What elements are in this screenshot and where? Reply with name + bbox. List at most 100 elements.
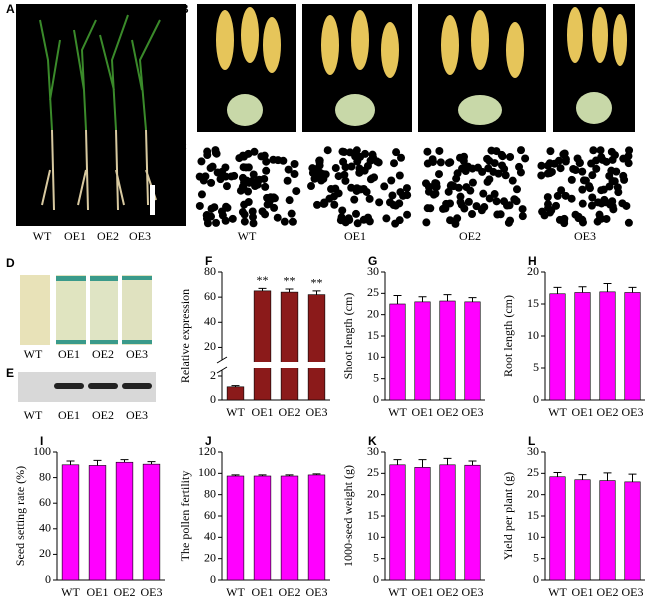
pollen-grain — [544, 203, 553, 212]
pollen-grain — [472, 202, 481, 211]
seedlings — [39, 14, 161, 131]
sample-label: WT — [24, 408, 43, 422]
pollen-grain — [331, 164, 340, 173]
pollen-grain — [392, 148, 401, 157]
pollen-grain — [353, 219, 362, 228]
pollen-grain — [579, 176, 588, 185]
y-tick-label: 10 — [367, 349, 379, 363]
pollen-grain — [485, 194, 494, 203]
bar — [464, 464, 481, 581]
pollen-grain — [213, 168, 222, 177]
x-tick-label: OE1 — [412, 405, 434, 419]
pollen-grain — [592, 164, 601, 173]
x-tick-label: OE3 — [462, 405, 484, 419]
error-bar — [443, 294, 452, 302]
y-tick-label: 25 — [367, 465, 379, 479]
pollen-grain — [208, 162, 217, 171]
pollen-grain — [207, 204, 216, 213]
bar — [61, 464, 80, 581]
bar — [253, 290, 272, 401]
error-bar — [231, 385, 240, 387]
error-bar — [628, 473, 637, 482]
sample-label: OE3 — [574, 229, 596, 243]
bar-break — [307, 362, 326, 368]
error-bar — [418, 459, 427, 468]
error-bar — [93, 459, 102, 466]
pollen-grain — [203, 219, 212, 228]
pollen-grain — [262, 157, 271, 166]
pollen-grain — [313, 200, 322, 209]
y-tick-label: 80 — [204, 264, 216, 278]
y-tick-label: 20 — [204, 339, 216, 353]
error-bar — [468, 297, 477, 302]
error-bar — [66, 460, 75, 465]
error-bar — [312, 290, 321, 295]
pollen-grain — [435, 146, 444, 155]
pollen-grain — [350, 195, 359, 204]
pollen-grain — [422, 218, 431, 227]
pollen-grain — [253, 180, 262, 189]
x-tick-label: OE3 — [622, 585, 644, 599]
pollen-grain — [352, 146, 361, 155]
pollen-grain — [591, 156, 600, 165]
pollen-grain — [429, 190, 438, 199]
pollen-grain — [477, 206, 486, 215]
pollen-grain — [249, 170, 258, 179]
pollen-grain — [340, 148, 349, 157]
pollen-grain — [446, 158, 455, 167]
error-bar — [120, 459, 129, 463]
photos-strips — [20, 275, 152, 345]
pollen-grain — [240, 210, 249, 219]
pollen-grain — [353, 184, 362, 193]
pollen-grain — [320, 198, 329, 207]
panel-label: G — [368, 254, 377, 268]
y-tick-label: 60 — [204, 289, 216, 303]
pollen-grain — [569, 164, 578, 173]
roots — [41, 129, 157, 211]
error-bar — [312, 473, 321, 475]
pollen-grain — [501, 171, 510, 180]
pollen-grain — [588, 171, 597, 180]
pollen-grain — [512, 185, 521, 194]
y-tick-label: 40 — [204, 314, 216, 328]
error-bar — [443, 457, 452, 465]
y-tick-label: 80 — [39, 469, 51, 483]
y-tick-label: 10 — [367, 529, 379, 543]
pollen-grain — [323, 146, 332, 155]
pollen-grain — [498, 161, 507, 170]
x-tick-label: OE2 — [437, 585, 459, 599]
pollen-grain — [423, 147, 432, 156]
pollen-grain — [458, 164, 467, 173]
pollen-grain — [508, 176, 517, 185]
pollen-grain — [456, 198, 465, 207]
x-tick-label: OE1 — [572, 405, 594, 419]
y-tick-label: 60 — [39, 495, 51, 509]
pollen-grain — [339, 157, 348, 166]
x-tick-label: WT — [226, 585, 245, 599]
panel-label: K — [368, 434, 377, 448]
pollen-grain — [492, 197, 501, 206]
panel-label: B — [180, 2, 189, 16]
pollen-grain — [317, 176, 326, 185]
pollen-grain — [315, 156, 324, 165]
x-tick-label: WT — [548, 585, 567, 599]
pollen-grain — [455, 153, 464, 162]
pollen-grain — [403, 210, 412, 219]
pollen-grain — [336, 216, 345, 225]
bar-break — [253, 362, 272, 368]
bar — [389, 464, 406, 581]
bar — [599, 480, 616, 581]
y-tick-label: 0 — [210, 572, 216, 586]
pollen-grain — [351, 209, 360, 218]
pollen-grain — [395, 171, 404, 180]
pollen-grain — [585, 182, 594, 191]
x-tick-label: OE2 — [597, 405, 619, 419]
pollen-grain — [578, 185, 587, 194]
pollen-grain — [366, 156, 375, 165]
pollen-grain — [444, 187, 453, 196]
bar — [414, 301, 431, 401]
x-tick-label: OE3 — [622, 405, 644, 419]
error-bar — [393, 294, 402, 304]
y-tick-label: 0 — [210, 392, 216, 406]
pollen-grain — [619, 171, 628, 180]
